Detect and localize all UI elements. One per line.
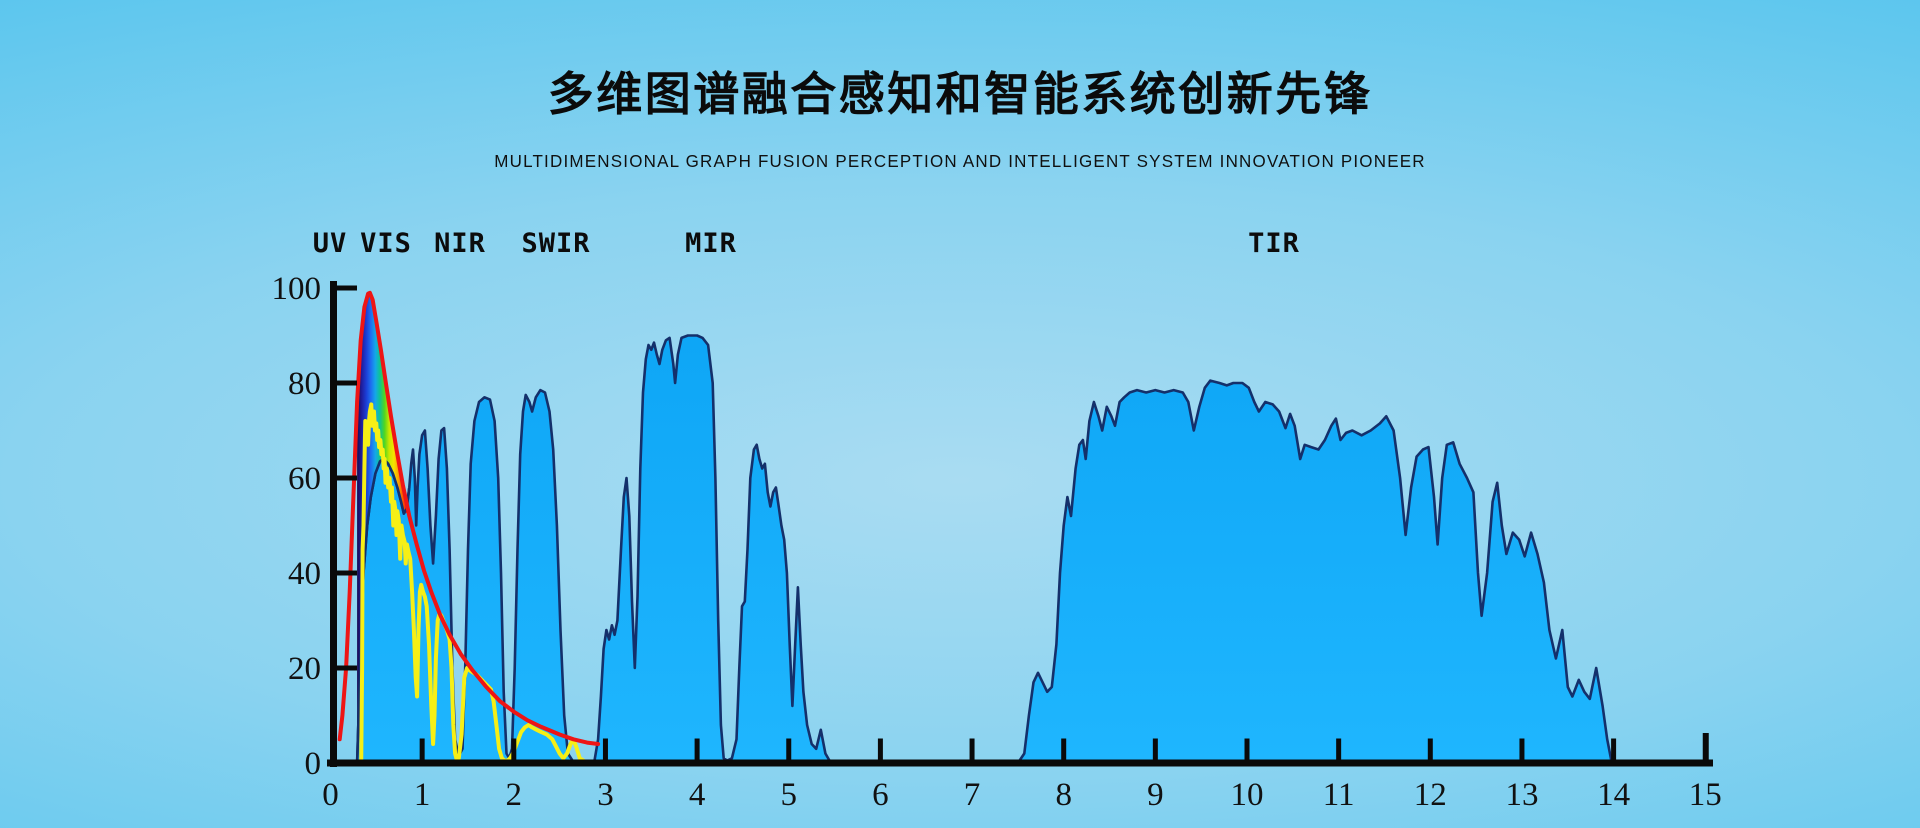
x-tick-label: 12: [1414, 777, 1447, 813]
y-tick-label: 40: [288, 556, 321, 592]
y-tick: [336, 475, 357, 481]
x-tick-label: 11: [1323, 777, 1355, 813]
y-tick-label: 100: [272, 271, 322, 307]
x-tick: [602, 738, 608, 760]
x-tick-label: 9: [1147, 777, 1164, 813]
x-tick: [877, 738, 883, 760]
x-tick: [694, 738, 700, 760]
x-tick-label: 8: [1055, 777, 1072, 813]
x-tick-label: 6: [872, 777, 889, 813]
x-tick: [1336, 738, 1342, 760]
x-tick-label: 10: [1231, 777, 1264, 813]
x-tick: [419, 738, 425, 760]
x-tick: [1427, 738, 1433, 760]
x-tick: [969, 738, 975, 760]
x-tick: [1244, 738, 1250, 760]
x-tick-label: 14: [1597, 777, 1630, 813]
y-tick-label: 0: [305, 746, 322, 782]
x-tick-label: 4: [689, 777, 706, 813]
x-tick-label: 5: [781, 777, 798, 813]
y-tick-label: 20: [288, 651, 321, 687]
x-tick-label: 1: [414, 777, 431, 813]
x-tick-label: 0: [322, 777, 339, 813]
y-tick: [336, 285, 357, 291]
y-axis: [330, 281, 337, 767]
transmission-area: [355, 334, 1707, 765]
x-tick: [1061, 738, 1067, 760]
x-tick: [1611, 738, 1617, 760]
x-tick-label: 15: [1689, 777, 1722, 813]
x-tick-label: 13: [1505, 777, 1538, 813]
x-axis: [327, 759, 1713, 767]
y-tick-label: 60: [288, 461, 321, 497]
y-tick: [336, 380, 357, 386]
page-title: 多维图谱融合感知和智能系统创新先锋: [547, 67, 1373, 121]
y-tick: [336, 665, 357, 671]
x-tick: [1702, 733, 1709, 761]
x-tick-label: 7: [964, 777, 981, 813]
page-subtitle: MULTIDIMENSIONAL GRAPH FUSION PERCEPTION…: [494, 151, 1426, 172]
x-tick: [511, 738, 517, 760]
y-tick: [336, 570, 357, 576]
x-tick-label: 2: [506, 777, 523, 813]
x-tick: [1519, 738, 1525, 760]
solar-blackbody-curve: [337, 290, 601, 746]
y-tick-label: 80: [288, 366, 321, 402]
x-tick-label: 3: [597, 777, 614, 813]
x-tick: [1152, 738, 1158, 760]
x-tick: [786, 738, 792, 760]
